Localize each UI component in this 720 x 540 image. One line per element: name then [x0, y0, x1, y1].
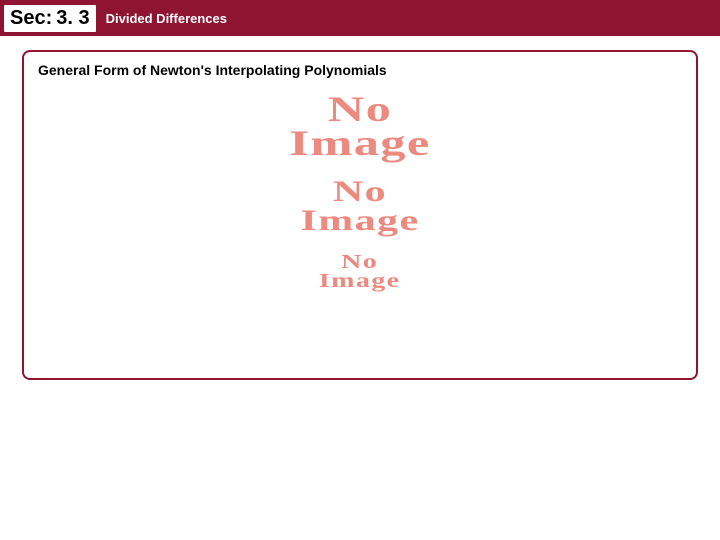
- placeholder-line2: Image: [319, 272, 401, 291]
- placeholder-line2: Image: [289, 126, 430, 160]
- section-badge: Sec: 3. 3: [4, 5, 96, 32]
- placeholder-stack: No Image No Image No Image: [310, 92, 411, 291]
- no-image-placeholder: No Image: [318, 178, 403, 235]
- placeholder-line2: Image: [301, 207, 420, 236]
- section-prefix: Sec:: [10, 7, 52, 30]
- header-bar: Sec: 3. 3 Divided Differences: [0, 0, 720, 36]
- content-box-title: General Form of Newton's Interpolating P…: [38, 62, 682, 78]
- section-number: 3. 3: [56, 7, 89, 30]
- placeholder-line1: No: [289, 92, 430, 126]
- header-title: Divided Differences: [106, 11, 227, 26]
- no-image-placeholder: No Image: [331, 253, 389, 291]
- content-box: General Form of Newton's Interpolating P…: [22, 50, 698, 380]
- placeholder-line1: No: [301, 178, 420, 207]
- no-image-placeholder: No Image: [310, 92, 411, 160]
